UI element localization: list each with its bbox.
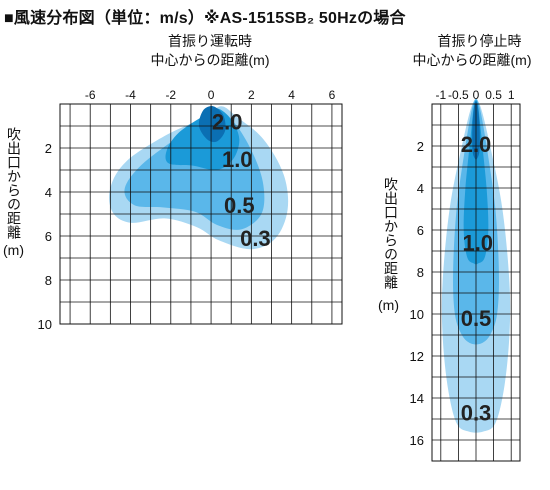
right-zone-value-label: 0.3 — [461, 401, 492, 426]
left-chart-caption-axis: 中心からの距離(m) — [150, 52, 270, 68]
left-chart-y-axis-label: 吹出口からの距離 — [6, 127, 22, 239]
left-zone-value-label: 0.5 — [224, 193, 255, 218]
left-y-tick-label: 2 — [45, 141, 52, 156]
left-x-tick-label: 2 — [248, 88, 255, 102]
right-x-tick-label: 0 — [473, 88, 480, 102]
right-zone-value-label: 2.0 — [461, 132, 492, 157]
left-plot-frame — [59, 103, 343, 325]
right-y-tick-label: 10 — [410, 307, 424, 322]
right-x-tick-label: 1 — [508, 88, 515, 102]
left-chart-y-axis-unit: (m) — [3, 242, 24, 258]
right-x-tick-label: 0.5 — [485, 88, 502, 102]
chart-title: ■風速分布図（単位：m/s）※AS-1515SB₂ 50Hzの場合 — [4, 10, 406, 27]
left-x-tick-label: -4 — [125, 88, 136, 102]
right-x-tick-label: -1 — [435, 88, 446, 102]
left-zone-value-label: 2.0 — [212, 110, 243, 135]
right-y-tick-label: 16 — [410, 433, 424, 448]
right-y-tick-label: 8 — [417, 265, 424, 280]
right-plot-frame — [431, 103, 521, 462]
left-x-tick-label: -6 — [85, 88, 96, 102]
right-zone-value-label: 0.5 — [461, 306, 492, 331]
left-y-tick-label: 4 — [45, 185, 52, 200]
left-x-tick-label: 6 — [329, 88, 336, 102]
right-chart-y-axis-unit: (m) — [378, 297, 399, 313]
left-x-tick-label: 0 — [208, 88, 215, 102]
right-zone-value-label: 1.0 — [462, 231, 493, 256]
right-chart-y-axis-label: 吹出口からの距離 — [383, 177, 399, 289]
right-y-tick-label: 14 — [410, 391, 424, 406]
right-y-tick-label: 4 — [417, 181, 424, 196]
left-y-tick-label: 8 — [45, 273, 52, 288]
left-chart-caption-mode: 首振り運転時 — [168, 33, 252, 49]
left-zone-2-0 — [198, 106, 226, 143]
left-y-tick-label: 6 — [45, 229, 52, 244]
right-x-tick-label: -0.5 — [448, 88, 469, 102]
right-chart-caption-mode: 首振り停止時 — [437, 33, 522, 49]
left-zone-value-label: 1.0 — [222, 147, 253, 172]
right-y-tick-label: 2 — [417, 139, 424, 154]
left-y-tick-label: 10 — [38, 317, 52, 332]
left-x-tick-label: 4 — [288, 88, 295, 102]
right-chart-caption-axis: 中心からの距離(m) — [412, 52, 532, 68]
left-zone-value-label: 0.3 — [240, 226, 271, 251]
right-y-tick-label: 12 — [410, 349, 424, 364]
left-x-tick-label: -2 — [165, 88, 176, 102]
right-y-tick-label: 6 — [417, 223, 424, 238]
